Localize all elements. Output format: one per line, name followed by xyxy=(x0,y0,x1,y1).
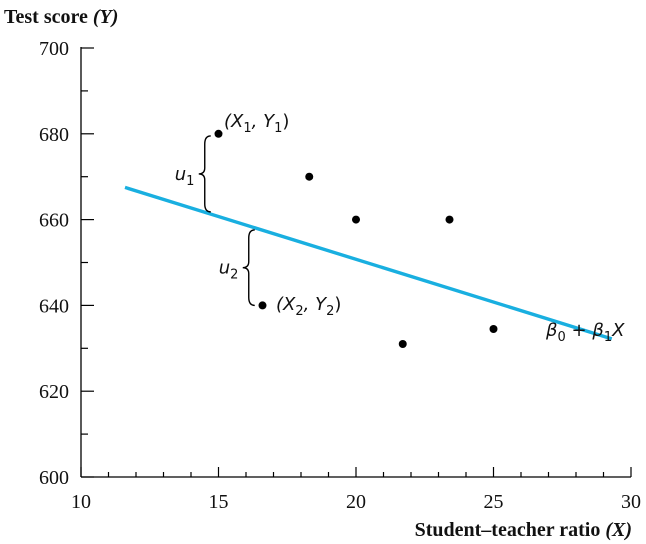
data-point xyxy=(258,301,267,310)
data-point xyxy=(489,324,498,333)
x-tick-label: 15 xyxy=(209,491,229,513)
x-tick-label: 20 xyxy=(346,491,366,513)
residual-label: u2 xyxy=(219,258,239,283)
y-tick-label: 620 xyxy=(39,381,69,403)
data-points xyxy=(214,129,498,349)
data-point xyxy=(398,340,407,349)
data-point xyxy=(352,215,360,224)
residual-braces: u1 u2 xyxy=(175,135,255,307)
x-tick-label: 10 xyxy=(71,491,91,513)
regression-line xyxy=(124,185,613,341)
residual-brace xyxy=(198,135,211,213)
y-tick-label: 700 xyxy=(39,38,69,60)
regression-line-label: β0 + β1X xyxy=(545,320,625,345)
x-axis-title: Student–teacher ratio (X) xyxy=(415,519,632,541)
axis-ticks: 10 15 20 25 30 600 620 640 660 680 700 xyxy=(39,38,641,513)
y-tick-label: 660 xyxy=(39,210,69,232)
x-tick-label: 30 xyxy=(621,491,641,513)
point-annotation: (X2, Y2) xyxy=(276,294,341,319)
data-point xyxy=(445,215,454,224)
data-point xyxy=(214,129,223,138)
residual-brace xyxy=(242,229,255,307)
y-tick-label: 680 xyxy=(39,124,69,146)
annotation-labels: (X1, Y1) (X2, Y2) xyxy=(224,111,341,319)
data-point xyxy=(305,172,314,181)
y-tick-label: 640 xyxy=(39,295,69,317)
point-annotation: (X1, Y1) xyxy=(224,111,289,136)
x-tick-label: 25 xyxy=(484,491,504,513)
y-tick-label: 600 xyxy=(39,467,69,489)
residual-label: u1 xyxy=(175,164,195,189)
regression-line-group: β0 + β1X xyxy=(124,185,625,345)
y-axis-title: Test score (Y) xyxy=(4,6,118,28)
